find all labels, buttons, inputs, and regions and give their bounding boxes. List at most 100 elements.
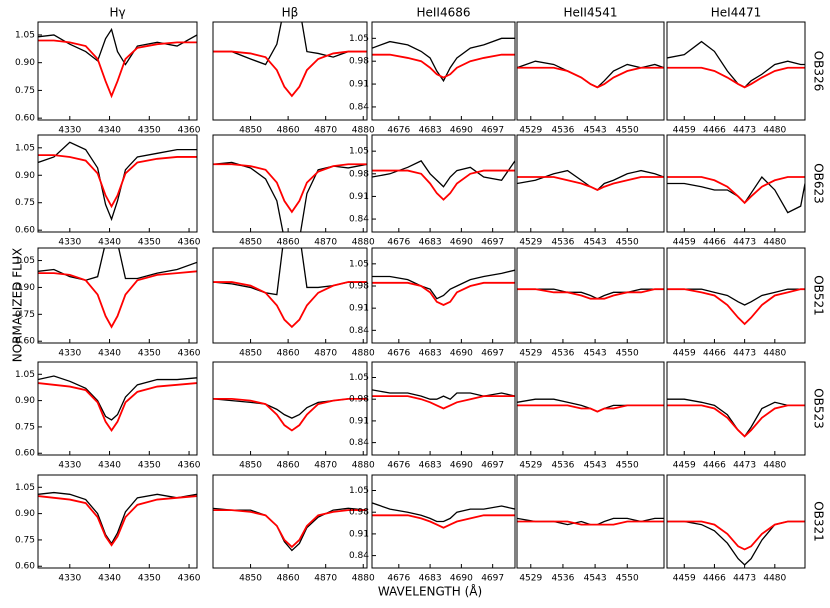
x-tick-label: 4466 xyxy=(703,574,726,584)
spectrum-line xyxy=(667,66,805,89)
x-tick-label: 4690 xyxy=(450,238,473,248)
row-label: OB521 xyxy=(812,275,826,316)
column-title: HeII4541 xyxy=(563,6,617,20)
x-tick-label: 4459 xyxy=(673,574,696,584)
x-tick-label: 4543 xyxy=(584,461,607,471)
x-tick-label: 4466 xyxy=(703,238,726,248)
x-tick-label: 4870 xyxy=(314,461,337,471)
spectrum-line xyxy=(213,22,367,66)
x-tick-label: 4536 xyxy=(551,126,574,136)
x-tick-label: 4340 xyxy=(98,238,121,248)
spectrum-line xyxy=(372,160,515,188)
x-tick-label: 4529 xyxy=(519,574,542,584)
x-tick-label: 4459 xyxy=(673,126,696,136)
y-tick-label: 0.90 xyxy=(15,509,35,519)
x-tick-label: 4330 xyxy=(58,349,81,359)
x-tick-label: 4473 xyxy=(733,349,756,359)
x-tick-label: 4676 xyxy=(387,238,410,248)
x-tick-label: 4543 xyxy=(584,238,607,248)
panel-frame xyxy=(212,474,368,569)
x-tick-label: 4536 xyxy=(551,238,574,248)
panel-frame xyxy=(666,361,806,456)
y-tick-label: 1.05 xyxy=(349,259,369,269)
panel-frame xyxy=(37,134,198,233)
spectrum-line xyxy=(517,288,664,300)
panel-frame xyxy=(516,474,665,569)
y-tick-label: 1.05 xyxy=(15,483,35,493)
x-tick-label: 4480 xyxy=(763,126,786,136)
x-tick-label: 4360 xyxy=(178,349,201,359)
spectrum-line xyxy=(38,27,197,66)
spectrum-line xyxy=(38,39,197,99)
y-tick-label: 0.91 xyxy=(349,80,369,90)
y-tick-label: 0.91 xyxy=(349,304,369,314)
spectrum-line xyxy=(667,288,805,306)
x-tick-label: 4543 xyxy=(584,574,607,584)
spectrum-line xyxy=(372,395,515,410)
x-tick-label: 4550 xyxy=(616,574,639,584)
x-tick-label: 4697 xyxy=(481,238,504,248)
spectrum-line xyxy=(372,53,515,79)
y-tick-label: 0.60 xyxy=(15,337,35,347)
x-tick-label: 4350 xyxy=(138,349,161,359)
spectrum-line xyxy=(213,50,367,98)
x-tick-label: 4683 xyxy=(419,461,442,471)
x-tick-label: 4459 xyxy=(673,349,696,359)
spectrum-line xyxy=(38,141,197,222)
y-tick-label: 0.90 xyxy=(15,283,35,293)
spectrum-line xyxy=(213,281,367,329)
x-axis-label: WAVELENGTH (Å) xyxy=(378,584,482,599)
panel-frame xyxy=(371,361,516,456)
panel-frame xyxy=(37,361,198,456)
column-title: Hγ xyxy=(109,6,125,20)
spectrum-line xyxy=(667,176,805,205)
x-tick-label: 4850 xyxy=(239,349,262,359)
y-tick-label: 0.84 xyxy=(349,551,369,561)
panel-frame xyxy=(516,134,665,233)
x-tick-label: 4473 xyxy=(733,126,756,136)
x-tick-label: 4550 xyxy=(616,349,639,359)
x-tick-label: 4330 xyxy=(58,238,81,248)
panel-frame xyxy=(37,247,198,344)
x-tick-label: 4697 xyxy=(481,349,504,359)
column-title: HeI4471 xyxy=(711,6,761,20)
spectrum-line xyxy=(372,389,515,400)
x-tick-label: 4697 xyxy=(481,574,504,584)
x-tick-label: 4690 xyxy=(450,349,473,359)
y-tick-label: 0.75 xyxy=(15,198,35,208)
x-tick-label: 4480 xyxy=(763,349,786,359)
spectrum-line xyxy=(213,397,367,432)
x-tick-label: 4676 xyxy=(387,461,410,471)
y-tick-label: 1.05 xyxy=(349,34,369,44)
x-tick-label: 4330 xyxy=(58,126,81,136)
y-tick-label: 0.98 xyxy=(349,169,369,179)
y-tick-label: 0.75 xyxy=(15,535,35,545)
y-tick-label: 1.05 xyxy=(349,373,369,383)
y-tick-label: 0.91 xyxy=(349,416,369,426)
panel-frame xyxy=(371,134,516,233)
x-tick-label: 4850 xyxy=(239,126,262,136)
y-tick-label: 0.75 xyxy=(15,422,35,432)
x-tick-label: 4529 xyxy=(519,126,542,136)
x-tick-label: 4860 xyxy=(277,461,300,471)
y-tick-label: 0.98 xyxy=(349,508,369,518)
row-label: OB523 xyxy=(812,388,826,429)
x-tick-label: 4850 xyxy=(239,238,262,248)
y-tick-label: 0.98 xyxy=(349,57,369,67)
x-tick-label: 4870 xyxy=(314,349,337,359)
x-tick-label: 4697 xyxy=(481,126,504,136)
panel-frame xyxy=(212,134,368,233)
x-tick-label: 4350 xyxy=(138,461,161,471)
x-tick-label: 4880 xyxy=(352,238,375,248)
x-tick-label: 4870 xyxy=(314,126,337,136)
x-tick-label: 4360 xyxy=(178,574,201,584)
x-tick-label: 4480 xyxy=(763,238,786,248)
x-tick-label: 4543 xyxy=(584,349,607,359)
panel-frame xyxy=(666,134,806,233)
y-axis-label: NORMALIZED FLUX xyxy=(11,248,25,362)
y-tick-label: 0.84 xyxy=(349,326,369,336)
x-tick-label: 4466 xyxy=(703,461,726,471)
spectrum-line xyxy=(38,154,197,209)
x-tick-label: 4340 xyxy=(98,461,121,471)
